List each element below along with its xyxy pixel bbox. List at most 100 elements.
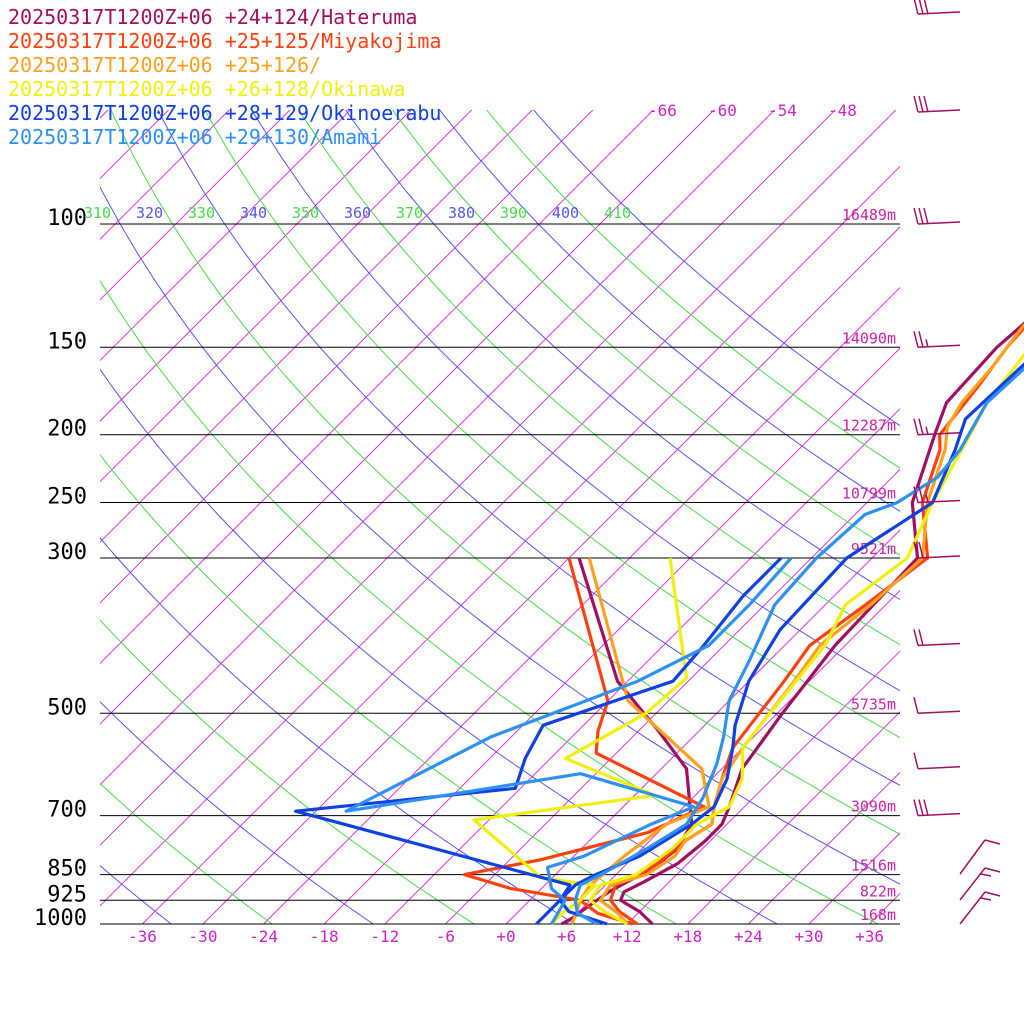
isotherm-line (748, 771, 900, 924)
theta-label: 360 (344, 204, 371, 222)
isotherm-line (100, 110, 473, 483)
height-label: 5735m (851, 695, 896, 713)
theta-curve (100, 279, 879, 924)
wind-barb-shaft (917, 221, 961, 225)
wind-barb (913, 799, 961, 817)
wind-barb (913, 207, 961, 225)
isotherm-line (100, 110, 412, 422)
pressure-label: 250 (47, 485, 87, 510)
theta-label: 380 (448, 204, 475, 222)
height-label: 3090m (851, 798, 896, 816)
wind-barb-flag (913, 752, 919, 769)
wind-barb-flag (918, 95, 924, 113)
theta-curve (100, 453, 677, 924)
x-tick-label: -12 (370, 927, 399, 946)
wind-barb-shaft (917, 765, 961, 770)
isotherm-line (142, 165, 900, 924)
wind-barb-half (925, 426, 929, 435)
theta-curve (486, 110, 900, 469)
theta-curve (204, 110, 900, 739)
legend-entry: 20250317T1200Z+06 +29+130/Amami (8, 125, 381, 149)
isotherm-line (808, 832, 900, 924)
theta-label: 340 (240, 204, 267, 222)
theta-curve (392, 110, 900, 556)
x-axis-tick-labels: -36 -30 -24 -18 -12 -6 +0 +6 +12 +18 +24 +30 +36 (128, 927, 884, 946)
pressure-label: 150 (47, 329, 87, 354)
theta-curve (100, 185, 900, 885)
wind-barb-flag (984, 891, 1001, 897)
theta-label: 400 (552, 204, 579, 222)
height-label: 822m (860, 882, 896, 900)
wind-barb-half (980, 897, 992, 901)
height-label: 12287m (842, 417, 896, 435)
theta-curves (100, 110, 900, 924)
dewpoint-profile (570, 557, 711, 925)
wind-barb-flag (918, 207, 924, 225)
theta-labels: 310 320 330 340 350 360 370 380 390 400 410 (84, 204, 631, 222)
wind-barb-flag (918, 486, 924, 503)
temperature-profile (558, 362, 1024, 926)
wind-barb-low (959, 867, 1001, 901)
wind-barb-shaft (917, 499, 961, 504)
wind-barb-flag (913, 95, 919, 113)
pressure-label: 100 (47, 206, 87, 231)
wind-barb-shaft (959, 839, 986, 875)
legend-entry: 20250317T1200Z+06 +25+125/Miyakojima (8, 29, 441, 53)
wind-barb-flag (984, 867, 1001, 873)
isotherm-line (100, 110, 655, 665)
wind-barb-shaft (917, 431, 961, 436)
upper-isotherm-label: -60 (708, 101, 737, 120)
theta-label: 410 (604, 204, 631, 222)
wind-barb-flag (923, 207, 929, 225)
isotherm-line (263, 286, 900, 924)
legend-entry: 20250317T1200Z+06 +25+126/ (8, 53, 321, 77)
temperature-profile (573, 366, 1024, 926)
wind-barb (913, 418, 961, 436)
temperature-profile (619, 321, 1024, 926)
height-label: 14090m (842, 329, 896, 347)
isotherm-line (100, 110, 836, 846)
wind-barb-flag (918, 0, 924, 15)
wind-barb-flag (918, 331, 924, 348)
wind-barb-shaft (917, 344, 961, 349)
height-label: 9521m (851, 540, 896, 558)
isotherm-line (323, 347, 900, 924)
x-tick-label: -36 (128, 927, 157, 946)
theta-label: 370 (396, 204, 423, 222)
height-label: 168m (860, 906, 896, 924)
dewpoint-profile (294, 556, 783, 926)
temperature-profile (588, 352, 1024, 926)
theta-curve (345, 110, 900, 601)
isotherm-line (930, 0, 1024, 924)
theta-curve (100, 782, 273, 924)
isotherm-line (505, 529, 900, 924)
pressure-label: 300 (47, 540, 87, 565)
wind-barb-flag (918, 799, 924, 816)
height-label: 16489m (842, 206, 896, 224)
wind-barb-flag (913, 799, 919, 816)
upper-isotherm-labels: -66 -60 -54 -48 (648, 101, 857, 120)
wind-barb-flag (913, 629, 919, 646)
wind-barb-shaft (917, 812, 961, 817)
wind-barb-half (925, 339, 929, 348)
x-tick-label: +18 (673, 927, 702, 946)
isotherm-line (445, 468, 900, 924)
isotherm-line (202, 226, 900, 924)
x-tick-label: +0 (496, 927, 515, 946)
x-tick-label: -24 (249, 927, 278, 946)
wind-barb-flag (918, 541, 924, 559)
wind-barb-shaft (917, 109, 961, 113)
wind-barb-half (980, 873, 992, 877)
x-tick-label: +30 (795, 927, 824, 946)
upper-isotherm-label: -48 (828, 101, 857, 120)
isotherm-line (566, 589, 900, 924)
theta-label: 330 (188, 204, 215, 222)
wind-barb (913, 541, 961, 559)
wind-barb (913, 331, 961, 349)
pressure-label: 200 (47, 417, 87, 442)
theta-curve (298, 110, 900, 646)
wind-barb-flag (984, 839, 1001, 845)
theta-label: 390 (500, 204, 527, 222)
wind-barb-shaft (959, 891, 986, 925)
pressure-label: 925 (47, 882, 87, 907)
